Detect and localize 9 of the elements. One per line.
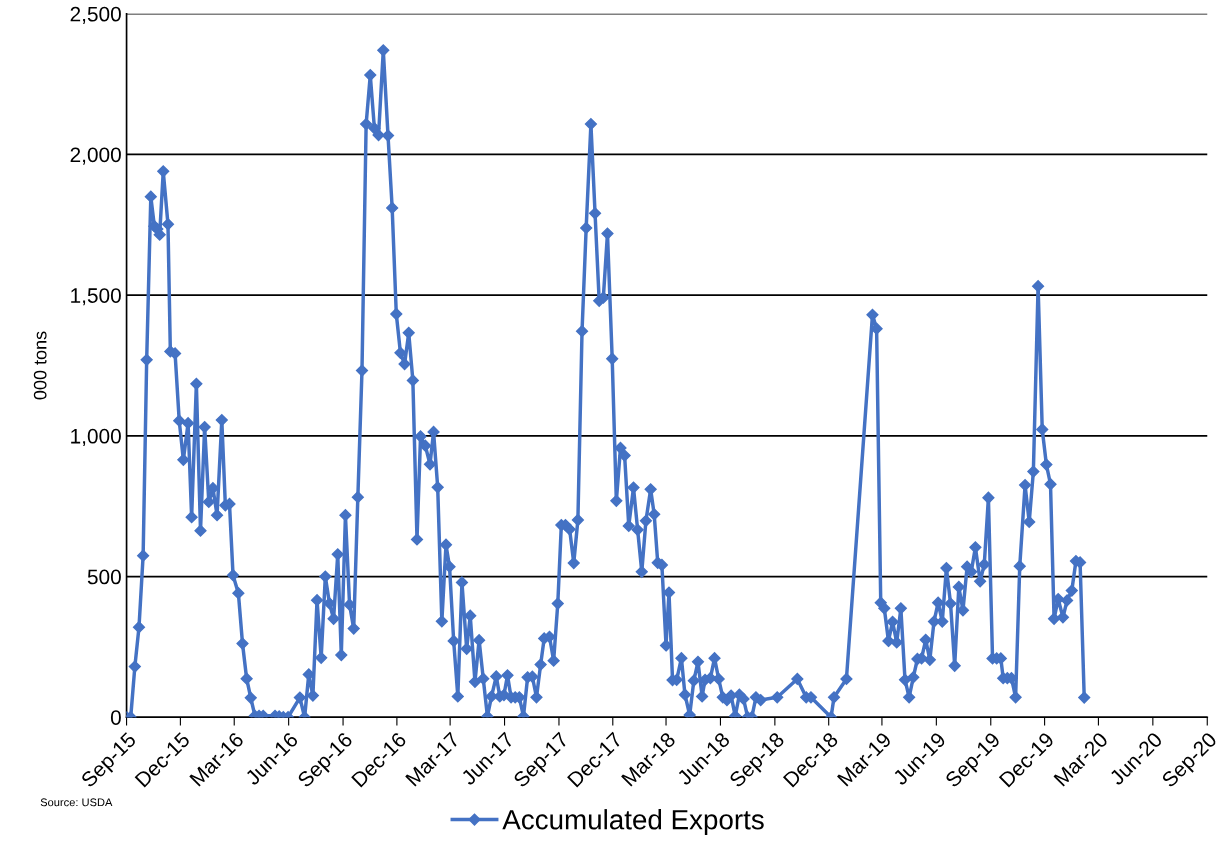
y-tick-label: 2,500	[70, 6, 121, 24]
y-tick-label: 2,000	[70, 147, 121, 165]
y-tick-label: 1,500	[71, 288, 121, 306]
y-tick-label: 0	[110, 710, 121, 725]
y-tick-label: 1,000	[71, 428, 121, 447]
y-axis-title: 000 tons	[33, 331, 47, 400]
y-tick-label: 500	[87, 569, 121, 585]
legend-label: Accumulated Exports	[502, 809, 764, 835]
source-note: Source: USDA	[40, 798, 113, 807]
